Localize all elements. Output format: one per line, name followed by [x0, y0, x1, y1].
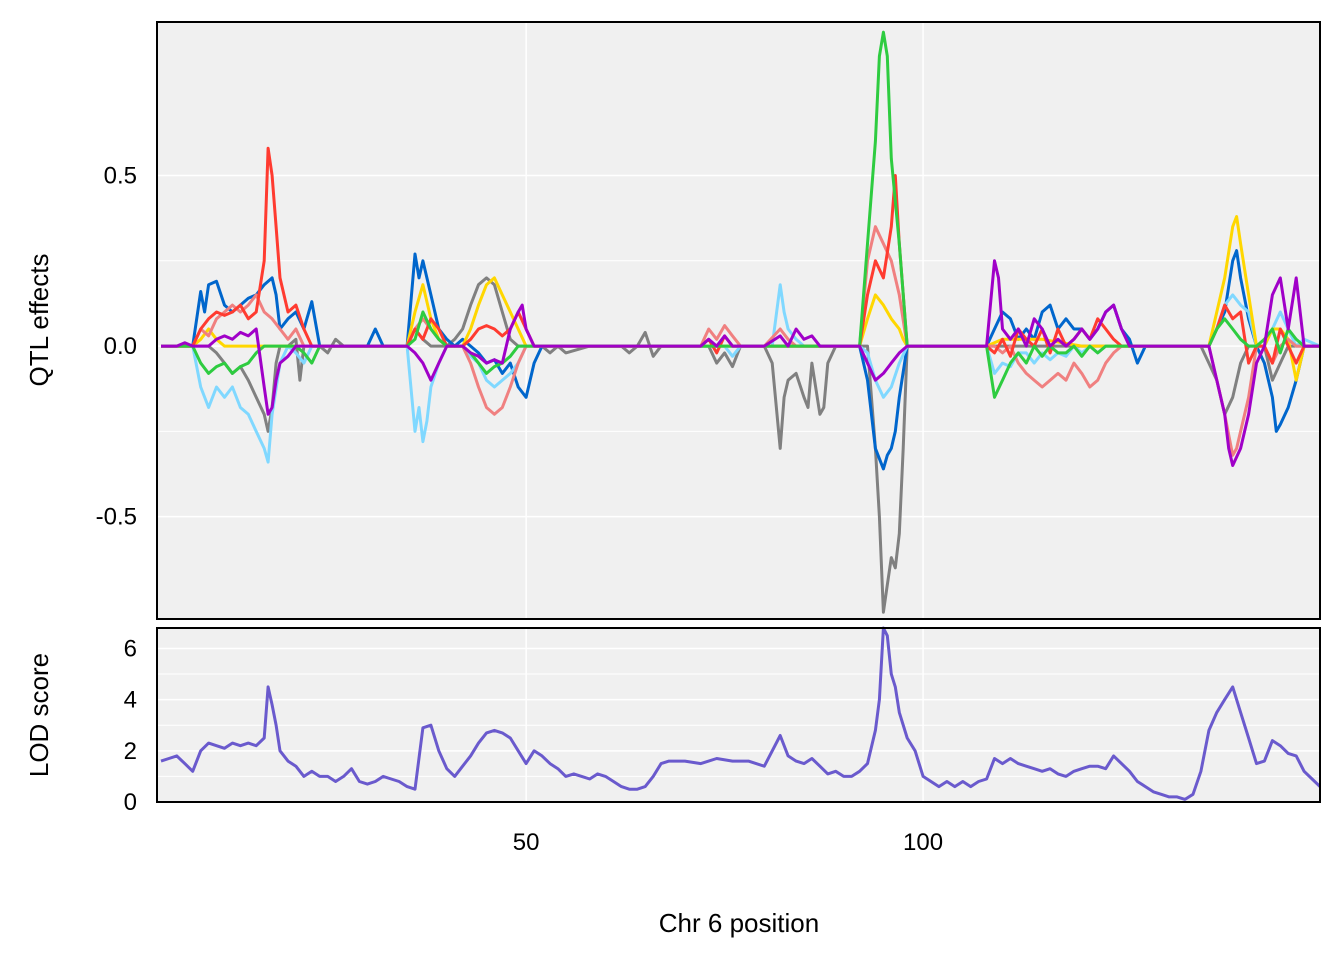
effects-plot-frame: [156, 21, 1321, 620]
lod-plot-frame: [156, 627, 1321, 803]
effects-series-group: [161, 30, 1321, 614]
lod-x-tick-label: 100: [903, 829, 943, 856]
effects-panel: -0.5 0.0 0.5 QTL effects: [24, 21, 1321, 620]
lod-y-axis-title: LOD score: [24, 653, 54, 777]
lod-y-tick-label: 4: [124, 687, 137, 714]
effects-y-tick-labels: -0.5 0.0 0.5: [96, 163, 137, 531]
effects-series-line-7: [161, 259, 1320, 467]
lod-series-group: [160, 626, 1322, 801]
lod-x-tick-label: 50: [513, 829, 540, 856]
effects-y-axis-title: QTL effects: [24, 254, 54, 387]
effects-plot-background: [157, 22, 1320, 619]
lod-y-tick-labels: 0 2 4 6: [124, 635, 137, 816]
effects-series-line-6: [161, 30, 1320, 399]
lod-plot-background: [157, 628, 1320, 802]
x-axis-title: Chr 6 position: [659, 908, 819, 938]
effects-y-tick-label: 0.0: [104, 333, 137, 360]
effects-y-tick-label: -0.5: [96, 504, 137, 531]
effects-y-tick-label: 0.5: [104, 163, 137, 190]
lod-y-tick-label: 0: [124, 789, 137, 816]
lod-y-tick-label: 2: [124, 738, 137, 765]
lod-y-tick-label: 6: [124, 635, 137, 662]
lod-x-tick-labels: 50 100: [513, 829, 943, 856]
lod-series-line-0: [160, 626, 1322, 801]
effects-series-line-3: [161, 215, 1320, 382]
lod-panel: 0 2 4 6 50 100 LOD score Chr 6 position: [24, 626, 1322, 938]
